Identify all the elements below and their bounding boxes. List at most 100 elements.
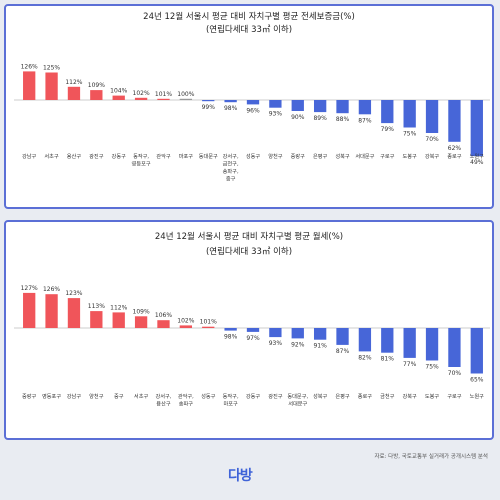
jeonse-bar xyxy=(112,95,125,100)
rent-value-label: 126% xyxy=(43,286,60,293)
dabang-logo: 다방 xyxy=(228,468,253,484)
rent-value-label: 91% xyxy=(313,343,327,350)
jeonse-value-label: 100% xyxy=(177,91,194,98)
jeonse-value-label: 109% xyxy=(88,82,105,89)
rent-category-label: 구로구 xyxy=(447,393,462,400)
jeonse-bar xyxy=(246,100,260,105)
jeonse-bar xyxy=(45,72,58,100)
jeonse-chart-subtitle: (연립다세대 33㎡ 이하) xyxy=(205,25,293,35)
jeonse-category-label: 서대문구 xyxy=(355,152,374,160)
rent-bar xyxy=(425,328,439,361)
rent-category-label: 노원구 xyxy=(470,392,485,400)
jeonse-value-label: 90% xyxy=(291,114,305,121)
rent-bar xyxy=(112,312,125,328)
rent-category-label: 양천구 xyxy=(89,392,104,400)
jeonse-category-label: 서초구 xyxy=(44,152,59,160)
rent-bar xyxy=(269,328,282,338)
jeonse-category-label: 중랑구 xyxy=(291,153,306,160)
jeonse-category-label: 노원구 xyxy=(470,152,485,160)
jeonse-value-label: 101% xyxy=(155,91,172,98)
jeonse-category-label: 은평구 xyxy=(313,153,328,160)
source-note: 자료: 다방, 국토교통부 실거래가 공개시스템 분석 xyxy=(374,454,488,460)
rent-value-label: 98% xyxy=(224,334,238,341)
jeonse-value-label: 88% xyxy=(336,116,350,123)
jeonse-category-label: 마포구 xyxy=(179,152,194,160)
jeonse-value-label: 102% xyxy=(133,90,150,97)
jeonse-bar xyxy=(90,90,103,100)
rent-value-label: 112% xyxy=(110,304,127,311)
jeonse-value-label: 99% xyxy=(202,104,216,111)
rent-value-label: 82% xyxy=(358,354,372,361)
rent-bar xyxy=(134,316,148,328)
rent-value-label: 101% xyxy=(200,319,217,326)
rent-bar xyxy=(179,325,193,328)
rent-bar xyxy=(291,328,304,339)
jeonse-value-label: 125% xyxy=(43,65,60,72)
jeonse-category-label: 종로구 xyxy=(447,153,462,160)
jeonse-category-label: 동작구, 영등포구 xyxy=(132,153,151,168)
rent-value-label: 109% xyxy=(133,308,150,315)
rent-bar xyxy=(448,328,461,367)
jeonse-value-label: 70% xyxy=(425,136,439,143)
rent-chart-panel: 24년 12월 서울시 평균 대비 자치구별 평균 월세(%) (연립다세대 3… xyxy=(4,220,494,440)
jeonse-category-label: 용산구 xyxy=(67,152,82,160)
jeonse-category-label: 도봉구 xyxy=(403,153,418,160)
jeonse-category-label: 강북구 xyxy=(425,153,440,160)
jeonse-value-label: 87% xyxy=(358,117,372,124)
rent-bar xyxy=(202,326,215,328)
rent-bar xyxy=(23,292,36,328)
rent-category-label: 광진구 xyxy=(268,393,283,400)
rent-category-label: 중랑구 xyxy=(22,393,37,400)
jeonse-bar xyxy=(67,86,81,100)
jeonse-value-label: 93% xyxy=(269,111,283,118)
rent-bar xyxy=(403,328,416,358)
rent-value-label: 75% xyxy=(425,364,439,371)
jeonse-bar xyxy=(202,100,215,102)
rent-category-label: 동작구, 마포구 xyxy=(223,393,239,408)
rent-category-label: 강북구 xyxy=(403,393,418,400)
jeonse-bar xyxy=(336,100,349,114)
jeonse-bar xyxy=(403,100,416,128)
rent-category-label: 강서구, 용산구 xyxy=(155,392,171,408)
rent-category-label: 금천구 xyxy=(380,393,395,400)
jeonse-bar xyxy=(269,100,282,108)
jeonse-bar xyxy=(381,100,394,124)
jeonse-category-label: 동대문구 xyxy=(199,152,218,160)
rent-category-label: 성북구 xyxy=(313,392,328,400)
jeonse-value-label: 98% xyxy=(224,105,238,112)
rent-category-label: 동대문구, 서대문구 xyxy=(287,392,308,408)
jeonse-bar xyxy=(134,97,148,100)
jeonse-category-label: 강남구 xyxy=(22,152,37,160)
jeonse-bar xyxy=(291,100,304,111)
rent-bar xyxy=(67,298,81,328)
jeonse-value-label: 75% xyxy=(403,131,417,138)
jeonse-bar xyxy=(224,100,237,103)
jeonse-bar xyxy=(313,100,327,113)
rent-value-label: 123% xyxy=(65,290,82,297)
jeonse-bar xyxy=(179,98,193,100)
jeonse-value-label: 49% xyxy=(470,159,484,166)
rent-bar xyxy=(336,328,349,345)
jeonse-value-label: 62% xyxy=(448,145,462,152)
rent-category-label: 중구 xyxy=(114,393,124,400)
jeonse-category-label: 성북구 xyxy=(335,152,350,160)
rent-value-label: 65% xyxy=(470,377,484,384)
jeonse-category-label: 관악구 xyxy=(156,152,171,160)
jeonse-bar-chart: 126% 강남구 125% 서초구 112% 용산구 109% 광진구 104% 강동구 102% 동… xyxy=(14,63,490,183)
rent-category-label: 관악구, 송파구 xyxy=(178,392,194,408)
rent-category-label: 서초구 xyxy=(134,392,149,400)
jeonse-value-label: 112% xyxy=(65,79,82,86)
rent-category-label: 성동구 xyxy=(201,392,216,400)
jeonse-bar xyxy=(157,98,170,100)
rent-value-label: 127% xyxy=(21,285,38,292)
jeonse-value-label: 104% xyxy=(110,88,127,95)
rent-category-label: 도봉구 xyxy=(425,393,440,400)
rent-value-label: 70% xyxy=(448,370,462,377)
rent-category-label: 영등포구 xyxy=(42,392,61,400)
rent-bar xyxy=(45,294,58,328)
rent-chart-subtitle: (연립다세대 33㎡ 이하) xyxy=(205,247,293,257)
rent-category-label: 강남구 xyxy=(67,392,82,400)
rent-bar xyxy=(381,328,394,353)
jeonse-chart-title: 24년 12월 서울시 평균 대비 자치구별 평균 전세보증금(%) xyxy=(143,12,355,22)
rent-chart-title: 24년 12월 서울시 평균 대비 자치구별 평균 월세(%) xyxy=(154,232,344,242)
